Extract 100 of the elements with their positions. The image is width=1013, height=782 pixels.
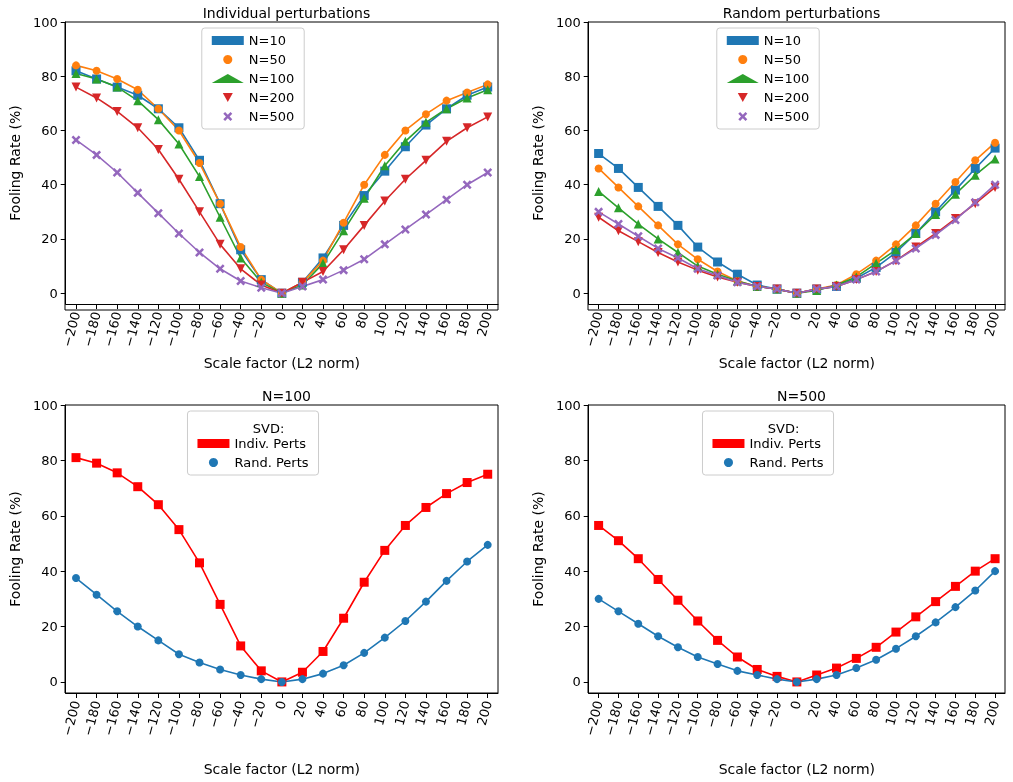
y-tick-label: 80	[41, 68, 58, 84]
x-tick-label: 160	[941, 310, 963, 338]
y-tick-label: 0	[572, 674, 581, 690]
y-tick-label: 0	[49, 674, 58, 690]
y-tick-label: 20	[564, 619, 581, 635]
y-tick-label: 80	[41, 452, 58, 468]
legend-label: N=10	[763, 33, 801, 48]
x-tick-label: −60	[205, 310, 228, 341]
chart-title: N=500	[777, 388, 826, 404]
x-tick-label: −80	[185, 699, 207, 730]
y-axis-title: Fooling Rate (%)	[530, 491, 546, 607]
legend-label: N=10	[248, 33, 286, 48]
x-tick-label: 20	[290, 310, 310, 330]
x-tick-label: 120	[391, 699, 413, 727]
x-tick-label: 180	[453, 699, 475, 727]
y-tick-label: 40	[564, 177, 581, 193]
x-tick-label: 80	[352, 310, 372, 330]
x-tick-label: −20	[246, 699, 269, 730]
x-tick-label: 200	[981, 699, 1003, 727]
chart-title: N=100	[262, 388, 311, 404]
x-tick-label: 160	[941, 699, 963, 727]
legend-label: N=200	[248, 90, 295, 105]
x-tick-label: 60	[332, 310, 351, 330]
x-tick-label: 0	[272, 310, 290, 322]
y-tick-label: 80	[564, 68, 581, 84]
y-tick-label: 40	[41, 563, 58, 579]
x-tick-label: 40	[311, 699, 331, 719]
x-tick-label: −40	[226, 699, 248, 730]
y-tick-label: 40	[564, 563, 581, 579]
y-tick-label: 100	[555, 397, 581, 413]
legend-title: SVD:	[767, 421, 800, 436]
x-tick-label: 120	[902, 310, 924, 338]
x-tick-label: 180	[961, 310, 983, 338]
x-tick-label: 40	[824, 310, 844, 330]
x-tick-label: 20	[290, 699, 310, 719]
legend-label: N=100	[248, 71, 295, 86]
x-tick-label: 80	[352, 699, 372, 719]
legend-title: SVD:	[252, 421, 285, 436]
y-tick-label: 80	[564, 452, 581, 468]
legend-label: Indiv. Perts	[749, 436, 822, 451]
x-tick-label: −40	[742, 310, 765, 341]
x-tick-label: 60	[332, 699, 351, 719]
x-tick-label: 180	[453, 310, 475, 338]
x-tick-label: −80	[703, 310, 725, 341]
x-tick-label: 40	[824, 699, 844, 719]
x-axis-title: Scale factor (L2 norm)	[203, 355, 360, 371]
x-tick-label: 160	[432, 310, 454, 338]
x-tick-label: 100	[882, 310, 904, 338]
x-tick-label: −20	[762, 310, 785, 341]
chart-title: Random perturbations	[722, 5, 881, 21]
legend-label: Indiv. Perts	[234, 436, 307, 451]
y-tick-label: 100	[32, 397, 58, 413]
x-tick-label: 0	[787, 699, 805, 711]
x-tick-label: 60	[844, 310, 864, 330]
y-tick-label: 20	[564, 231, 581, 247]
x-tick-label: −20	[246, 310, 269, 341]
x-tick-label: 80	[864, 310, 884, 330]
y-tick-label: 60	[564, 122, 581, 138]
y-tick-label: 0	[572, 285, 581, 301]
y-axis-title: Fooling Rate (%)	[7, 491, 23, 607]
y-tick-label: 60	[41, 122, 58, 138]
y-tick-label: 40	[41, 177, 58, 193]
x-tick-label: −20	[762, 699, 785, 730]
x-tick-label: 0	[787, 310, 805, 322]
x-tick-label: 100	[882, 699, 904, 727]
y-axis-title: Fooling Rate (%)	[530, 105, 546, 221]
legend-label: Rand. Perts	[749, 455, 824, 470]
legend-label: N=500	[248, 109, 295, 124]
legend-label: N=50	[248, 52, 286, 67]
x-tick-label: −40	[226, 310, 248, 341]
x-tick-label: 160	[432, 699, 454, 727]
legend-label: N=100	[763, 71, 810, 86]
y-tick-label: 100	[32, 14, 58, 30]
x-tick-label: 140	[921, 699, 943, 727]
x-tick-label: 140	[921, 310, 943, 338]
x-tick-label: 60	[844, 699, 864, 719]
chart-title: Individual perturbations	[202, 5, 371, 21]
x-tick-label: 80	[864, 699, 884, 719]
x-tick-label: 120	[391, 310, 413, 338]
legend-label: N=200	[763, 90, 810, 105]
x-tick-label: 200	[474, 310, 495, 338]
x-axis-title: Scale factor (L2 norm)	[718, 761, 875, 777]
x-tick-label: −40	[742, 699, 765, 730]
y-axis-title: Fooling Rate (%)	[7, 105, 23, 221]
legend-label: Rand. Perts	[234, 455, 309, 470]
x-tick-label: 40	[311, 310, 331, 330]
y-tick-label: 60	[41, 508, 58, 524]
x-tick-label: 20	[805, 699, 824, 719]
y-tick-label: 100	[555, 14, 581, 30]
x-tick-label: −60	[723, 699, 745, 730]
legend-label: N=50	[763, 52, 801, 67]
x-tick-label: 100	[371, 310, 393, 338]
x-axis-title: Scale factor (L2 norm)	[203, 761, 360, 777]
x-tick-label: −60	[723, 310, 745, 341]
y-tick-label: 20	[41, 231, 58, 247]
x-tick-label: 200	[474, 699, 495, 727]
x-tick-label: 120	[902, 699, 924, 727]
x-tick-label: 180	[961, 699, 983, 727]
x-axis-title: Scale factor (L2 norm)	[718, 355, 875, 371]
x-tick-label: 200	[981, 310, 1003, 338]
